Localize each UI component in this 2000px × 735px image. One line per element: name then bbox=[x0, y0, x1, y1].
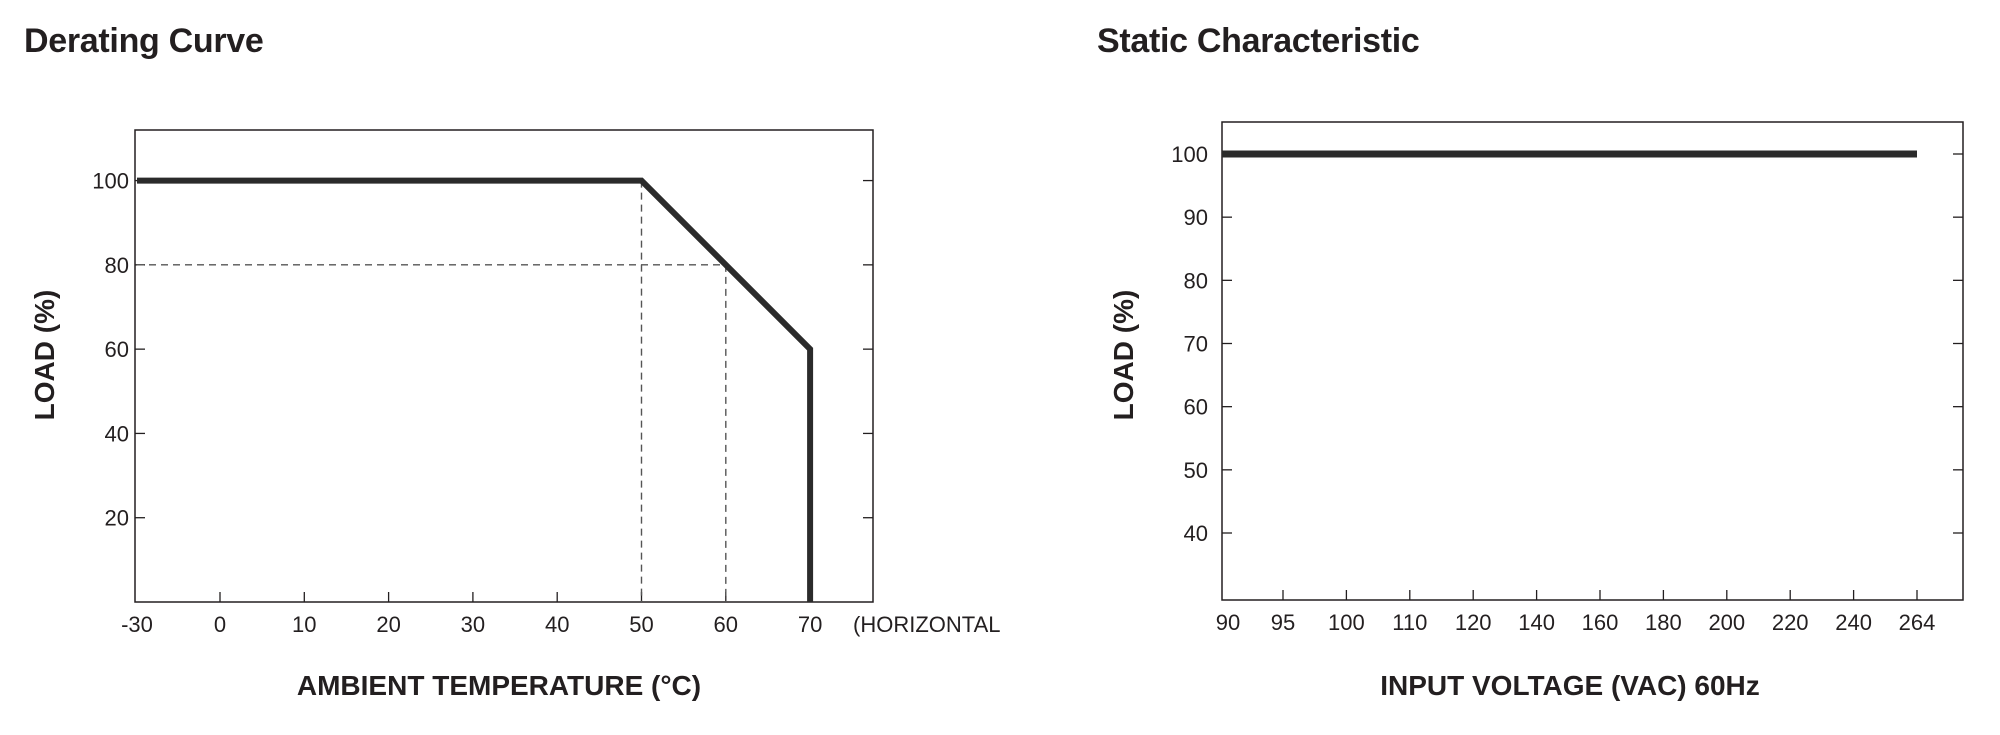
y-axis-title: LOAD (%) bbox=[29, 290, 60, 421]
y-tick-label: 60 bbox=[105, 337, 129, 362]
x-tick-label: 40 bbox=[545, 612, 569, 637]
y-tick-label: 90 bbox=[1184, 205, 1208, 230]
x-tick-label: 10 bbox=[292, 612, 316, 637]
x-tick-label: 200 bbox=[1708, 610, 1745, 635]
x-tick-label: 20 bbox=[376, 612, 400, 637]
x-tick-label: 120 bbox=[1455, 610, 1492, 635]
derating-curve-title: Derating Curve bbox=[24, 22, 264, 60]
x-tick-label: 90 bbox=[1216, 610, 1240, 635]
x-tick-label: 110 bbox=[1392, 610, 1427, 635]
x-tick-label: 30 bbox=[461, 612, 485, 637]
x-tick-label: 160 bbox=[1582, 610, 1619, 635]
y-tick-label: 40 bbox=[105, 421, 129, 446]
x-tick-label: -30 bbox=[121, 612, 153, 637]
plot-frame bbox=[1221, 121, 1964, 601]
x-axis-title: AMBIENT TEMPERATURE (°C) bbox=[297, 670, 701, 701]
static-characteristic-title: Static Characteristic bbox=[1097, 22, 1420, 60]
y-tick-label: 70 bbox=[1184, 332, 1208, 357]
x-tick-label: 140 bbox=[1518, 610, 1555, 635]
x-tick-label: 50 bbox=[629, 612, 653, 637]
y-tick-label: 100 bbox=[92, 169, 129, 194]
x-tick-label: 95 bbox=[1271, 610, 1295, 635]
y-tick-label: 40 bbox=[1184, 521, 1208, 546]
x-tick-label: 180 bbox=[1645, 610, 1682, 635]
y-tick-label: 80 bbox=[105, 253, 129, 278]
x-tick-label: 100 bbox=[1328, 610, 1365, 635]
derating-curve-chart: 20 40 60 80 100 -30 0 10 20 30 40 50 60 70 (HORIZONTAL… bbox=[29, 129, 1000, 701]
x-tick-label: 220 bbox=[1772, 610, 1809, 635]
x-tick-label: 264 bbox=[1899, 610, 1936, 635]
y-axis-title: LOAD (%) bbox=[1108, 290, 1139, 421]
y-tick-label: 100 bbox=[1171, 142, 1208, 167]
plot-frame bbox=[134, 129, 874, 603]
y-tick-label: 50 bbox=[1184, 458, 1208, 483]
y-tick-label: 80 bbox=[1184, 268, 1208, 293]
x-tick-label: 0 bbox=[214, 612, 226, 637]
x-axis-title: INPUT VOLTAGE (VAC) 60Hz bbox=[1380, 670, 1760, 701]
x-tick-label: 60 bbox=[714, 612, 738, 637]
x-tick-label: 70 bbox=[798, 612, 822, 637]
derating-curve-line bbox=[137, 177, 814, 602]
x-axis-note: (HORIZONTAL) bbox=[853, 612, 1000, 637]
x-tick-label: 240 bbox=[1835, 610, 1872, 635]
y-tick-label: 20 bbox=[105, 506, 129, 531]
y-tick-label: 60 bbox=[1184, 395, 1208, 420]
